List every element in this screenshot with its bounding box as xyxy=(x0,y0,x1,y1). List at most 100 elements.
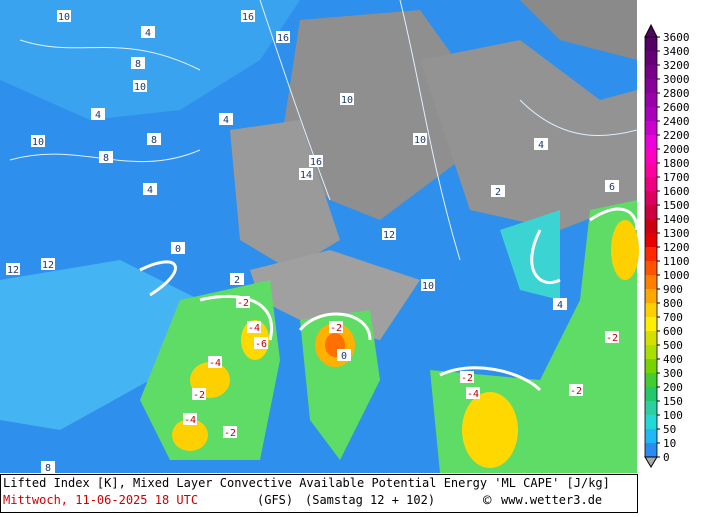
contour-label: 0 xyxy=(175,244,181,255)
colorbar-label: 300 xyxy=(663,367,683,380)
contour-label: 4 xyxy=(145,28,151,39)
label-box xyxy=(41,258,55,270)
colorbar-label: 1100 xyxy=(663,255,690,268)
colorbar-label: 1800 xyxy=(663,157,690,170)
cape-core xyxy=(172,419,208,451)
cape-area xyxy=(540,200,637,473)
label-box xyxy=(99,151,113,163)
contour-label: -2 xyxy=(224,428,236,439)
colorbar-label: 600 xyxy=(663,325,683,338)
footer-date: Mittwoch, 11-06-2025 18 UTC xyxy=(3,493,198,507)
colorbar-segment xyxy=(645,93,657,107)
footer-title: Lifted Index [K], Mixed Layer Convective… xyxy=(3,476,610,490)
contour-label: 8 xyxy=(135,59,141,70)
land-grey xyxy=(520,0,637,60)
contour-label: -4 xyxy=(209,358,221,369)
contour-label: 16 xyxy=(277,33,289,44)
contour-label: 10 xyxy=(341,95,353,106)
label-box xyxy=(208,356,222,368)
contour-label: 10 xyxy=(32,137,44,148)
colorbar-segment xyxy=(645,415,657,429)
colorbar-label: 2800 xyxy=(663,87,690,100)
colorbar-segment xyxy=(645,121,657,135)
label-box xyxy=(141,26,155,38)
contour-label: 4 xyxy=(557,300,563,311)
colorbar-label: 2000 xyxy=(663,143,690,156)
colorbar-label: 3400 xyxy=(663,45,690,58)
colorbar-label: 100 xyxy=(663,409,683,422)
colorbar-segment xyxy=(645,205,657,219)
colorbar-segment xyxy=(645,233,657,247)
label-box xyxy=(6,263,20,275)
label-box xyxy=(553,298,567,310)
colorbar-segment xyxy=(645,191,657,205)
colorbar-label: 400 xyxy=(663,353,683,366)
label-box xyxy=(276,31,290,43)
colorbar-label: 0 xyxy=(663,451,670,464)
label-box xyxy=(223,426,237,438)
colorbar-label: 2400 xyxy=(663,115,690,128)
label-box xyxy=(31,135,45,147)
label-box xyxy=(569,384,583,396)
colorbar-segment xyxy=(645,261,657,275)
contour-label: 12 xyxy=(383,230,395,241)
cape-area xyxy=(500,210,560,300)
footer-box xyxy=(0,474,638,513)
colorbar-label: 800 xyxy=(663,297,683,310)
field-patch xyxy=(0,260,200,430)
land-grey xyxy=(250,250,420,340)
contour-label: -2 xyxy=(461,373,473,384)
label-box xyxy=(299,168,313,180)
colorbar-label: 500 xyxy=(663,339,683,352)
colorbar-label: 2600 xyxy=(663,101,690,114)
contour-label: 10 xyxy=(134,82,146,93)
colorbar-label: 50 xyxy=(663,423,676,436)
colorbar-segment xyxy=(645,37,657,51)
colorbar-label: 700 xyxy=(663,311,683,324)
label-box xyxy=(143,183,157,195)
contour-label: 10 xyxy=(414,135,426,146)
label-box xyxy=(413,133,427,145)
contour-label: 16 xyxy=(310,157,322,168)
label-box xyxy=(605,180,619,192)
label-box xyxy=(41,461,55,473)
label-box xyxy=(605,331,619,343)
map: 10 16 16 4 8 10 4 10 8 8 4 4 14 16 10 10 4 2 6 12 12 0 2 -2 -4 -6… xyxy=(0,0,639,474)
contour-label: 12 xyxy=(7,265,19,276)
colorbar-label: 3600 xyxy=(663,31,690,44)
label-box xyxy=(337,349,351,361)
zero-contour xyxy=(139,207,639,392)
colorbar-segment xyxy=(645,275,657,289)
label-box xyxy=(241,10,255,22)
contour-label: -4 xyxy=(248,323,260,334)
contour-label: 2 xyxy=(234,275,240,286)
colorbar-label: 2200 xyxy=(663,129,690,142)
contour-label: 2 xyxy=(495,187,501,198)
label-box xyxy=(247,321,261,333)
colorbar-segment xyxy=(645,247,657,261)
label-box xyxy=(91,108,105,120)
colorbar-label: 3200 xyxy=(663,59,690,72)
label-box xyxy=(309,155,323,167)
contour-label: -2 xyxy=(606,333,618,344)
colorbar-segment xyxy=(645,387,657,401)
label-box xyxy=(254,337,268,349)
label-box xyxy=(171,242,185,254)
colorbar-segment xyxy=(645,219,657,233)
contour-label: 6 xyxy=(609,182,615,193)
contour-label: 16 xyxy=(242,12,254,23)
colorbar-label: 900 xyxy=(663,283,683,296)
colorbar-segment xyxy=(645,317,657,331)
label-box xyxy=(340,93,354,105)
contour-label: 14 xyxy=(300,170,312,181)
colorbar-segment xyxy=(645,359,657,373)
contour-label: -2 xyxy=(193,390,205,401)
label-box xyxy=(466,387,480,399)
contour-label: 10 xyxy=(422,281,434,292)
label-box xyxy=(382,228,396,240)
contour-label: -4 xyxy=(467,389,479,400)
colorbar-label: 150 xyxy=(663,395,683,408)
contour-label: -2 xyxy=(570,386,582,397)
contour-label: 4 xyxy=(223,115,229,126)
